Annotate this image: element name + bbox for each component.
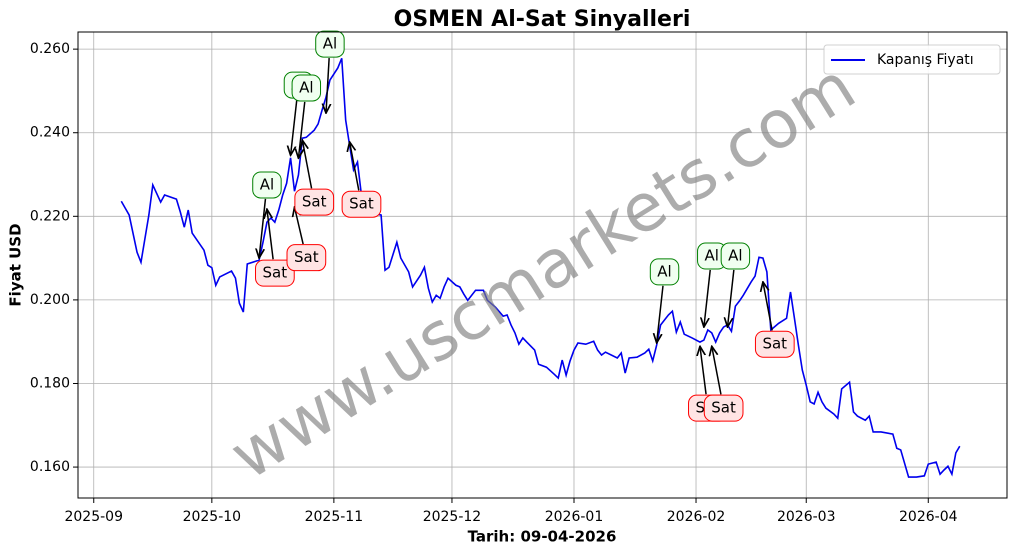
signal-box (720, 242, 751, 270)
signal-text: Al (657, 262, 671, 280)
y-tick-label: 0.220 (30, 208, 70, 224)
signal-arrow (657, 285, 664, 343)
axes-frame (77, 31, 1008, 499)
signal-box (294, 188, 335, 216)
signal-box (341, 190, 382, 218)
x-axis-label: Tarih: 09-04-2026 (468, 528, 617, 546)
x-tick-label: 2025-11 (305, 509, 364, 525)
signal-label: Al (252, 171, 282, 199)
chart-title: OSMEN Al-Sat Sinyalleri (394, 7, 691, 32)
signal-label: Sat (341, 190, 382, 218)
signal-text: Sat (294, 248, 319, 266)
plot (120, 58, 961, 478)
signal-box (315, 30, 345, 58)
signal-box (291, 74, 322, 102)
price-line (120, 58, 961, 478)
y-tick-label: 0.260 (30, 41, 70, 57)
signal-label: Sat (286, 244, 327, 272)
signal-box (754, 330, 795, 358)
signal-box (649, 258, 680, 286)
signal-arrow (302, 140, 313, 189)
signal-arrow (267, 209, 274, 260)
y-tick-label: 0.240 (30, 125, 70, 141)
signal-arrow (728, 269, 735, 327)
signal-label: Al (291, 74, 322, 102)
signal-arrow (350, 142, 360, 191)
signal-box (255, 259, 295, 287)
x-tick-label: 2026-03 (777, 509, 836, 525)
signal-text: Al (728, 247, 742, 265)
signal-text: Al (705, 247, 719, 265)
y-tick-label: 0.160 (30, 459, 70, 475)
x-tick-label: 2026-04 (899, 509, 958, 525)
signal-arrow (763, 282, 773, 331)
signal-arrow (295, 207, 304, 245)
signal-text: Al (299, 79, 313, 97)
signal-label: Al (649, 258, 680, 286)
signal-arrow (291, 98, 298, 155)
signal-text: Sat (762, 335, 787, 353)
signal-text: Sat (263, 264, 288, 282)
signal-box (703, 394, 744, 422)
signal-label: Sat (754, 330, 795, 358)
x-tick-label: 2025-12 (423, 509, 482, 525)
signal-label: Al (720, 242, 751, 270)
x-tick-label: 2026-02 (667, 509, 726, 525)
signal-arrow (704, 269, 711, 327)
y-tick-label: 0.200 (30, 292, 70, 308)
signal-text: Al (260, 175, 274, 193)
signal-text: Sat (349, 195, 374, 213)
legend-label: Kapanış Fiyatı (877, 52, 974, 68)
signal-label: Sat (294, 188, 335, 216)
signal-arrow (712, 346, 722, 395)
y-axis-label: Fiyat USD (7, 223, 25, 306)
signal-text: Sat (302, 193, 327, 211)
x-tick-label: 2025-09 (64, 509, 123, 525)
legend-frame (823, 44, 1001, 75)
y-tick-label: 0.180 (30, 375, 70, 391)
signal-box (252, 171, 282, 199)
signal-arrow (326, 58, 329, 113)
signal-box (286, 244, 327, 272)
grid (78, 32, 1007, 498)
x-tick-label: 2025-10 (183, 509, 242, 525)
signal-label: Sat (703, 394, 744, 422)
signal-text: Al (323, 35, 337, 53)
signal-label: Sat (255, 259, 295, 287)
x-tick-label: 2026-01 (545, 509, 604, 525)
signal-arrow (700, 346, 707, 395)
signal-label: Al (315, 30, 345, 58)
legend: Kapanış Fiyatı (823, 44, 1001, 75)
signal-text: Sat (711, 399, 736, 417)
signal-label: Al (697, 242, 727, 270)
annotations: AlSatAlAlSatSatAlSatAlAlAlSatSatSat (252, 30, 795, 422)
